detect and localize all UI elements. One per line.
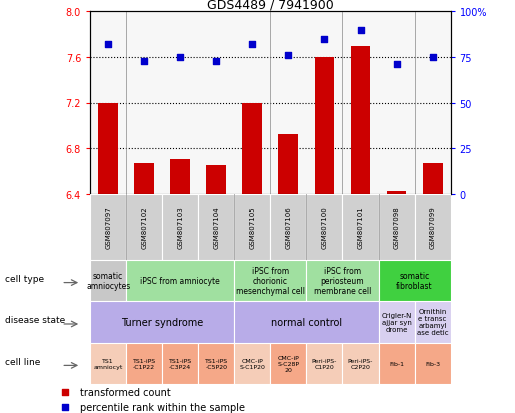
Text: Peri-iPS-
C2P20: Peri-iPS- C2P20 — [348, 358, 373, 369]
Bar — [126, 343, 162, 384]
Point — [104, 42, 112, 48]
Point — [176, 55, 184, 61]
Text: cell line: cell line — [5, 357, 40, 366]
Point — [428, 55, 437, 61]
Point — [248, 42, 256, 48]
Bar — [90, 343, 126, 384]
Point — [320, 36, 329, 43]
Text: TS1-iPS
-C3P24: TS1-iPS -C3P24 — [169, 358, 192, 369]
Bar — [315, 58, 334, 194]
Point — [392, 62, 401, 69]
Text: Ornithin
e transc
arbamyl
ase detic: Ornithin e transc arbamyl ase detic — [417, 309, 449, 336]
Bar — [234, 343, 270, 384]
Text: Peri-iPS-
C1P20: Peri-iPS- C1P20 — [312, 358, 337, 369]
Bar — [162, 194, 198, 260]
Bar — [234, 301, 379, 343]
Bar — [306, 194, 342, 260]
Bar — [415, 12, 451, 194]
Text: percentile rank within the sample: percentile rank within the sample — [80, 402, 245, 412]
Text: GSM807104: GSM807104 — [213, 206, 219, 248]
Title: GDS4489 / 7941900: GDS4489 / 7941900 — [207, 0, 334, 11]
Point — [284, 53, 293, 59]
Text: GSM807097: GSM807097 — [105, 206, 111, 249]
Bar — [387, 192, 406, 194]
Text: Turner syndrome: Turner syndrome — [121, 317, 203, 327]
Bar — [90, 260, 126, 301]
Text: iPSC from
chorionic
mesenchymal cell: iPSC from chorionic mesenchymal cell — [236, 266, 305, 296]
Bar — [306, 343, 342, 384]
Text: cell type: cell type — [5, 274, 44, 283]
Bar — [270, 343, 306, 384]
Bar — [306, 260, 379, 301]
Text: TS1-iPS
-C1P22: TS1-iPS -C1P22 — [133, 358, 156, 369]
Text: GSM807102: GSM807102 — [141, 206, 147, 248]
Text: transformed count: transformed count — [80, 387, 170, 397]
Bar — [198, 194, 234, 260]
Text: somatic
amniocytes: somatic amniocytes — [86, 271, 130, 290]
Text: GSM807098: GSM807098 — [393, 206, 400, 249]
Bar — [379, 12, 415, 194]
Point — [60, 404, 68, 410]
Text: CMC-iP
S-C28P
20: CMC-iP S-C28P 20 — [278, 355, 299, 372]
Bar — [351, 47, 370, 194]
Bar — [198, 343, 234, 384]
Point — [60, 389, 68, 396]
Text: somatic
fibroblast: somatic fibroblast — [396, 271, 433, 290]
Text: GSM807106: GSM807106 — [285, 206, 291, 249]
Bar — [415, 301, 451, 343]
Bar — [162, 343, 198, 384]
Bar — [126, 260, 234, 301]
Bar — [306, 12, 342, 194]
Bar — [243, 103, 262, 194]
Bar — [342, 194, 379, 260]
Point — [356, 27, 365, 34]
Text: iPSC from amniocyte: iPSC from amniocyte — [141, 276, 220, 285]
Text: normal control: normal control — [271, 317, 342, 327]
Bar — [415, 343, 451, 384]
Bar — [207, 166, 226, 194]
Point — [140, 58, 148, 65]
Text: iPSC from
periosteum
membrane cell: iPSC from periosteum membrane cell — [314, 266, 371, 296]
Text: CMC-iP
S-C1P20: CMC-iP S-C1P20 — [239, 358, 265, 369]
Bar — [379, 260, 451, 301]
Text: Fib-3: Fib-3 — [425, 361, 440, 366]
Text: Fib-1: Fib-1 — [389, 361, 404, 366]
Bar — [423, 164, 442, 194]
Bar — [170, 160, 190, 194]
Bar — [90, 194, 126, 260]
Bar — [270, 12, 306, 194]
Bar — [234, 260, 306, 301]
Bar — [379, 301, 415, 343]
Bar — [234, 194, 270, 260]
Text: GSM807101: GSM807101 — [357, 206, 364, 249]
Bar — [126, 194, 162, 260]
Bar — [415, 194, 451, 260]
Bar — [379, 343, 415, 384]
Bar — [234, 12, 270, 194]
Text: GSM807099: GSM807099 — [430, 206, 436, 249]
Text: Crigler-N
ajjar syn
drome: Crigler-N ajjar syn drome — [382, 312, 411, 332]
Bar — [90, 12, 126, 194]
Text: TS1
amniocyt: TS1 amniocyt — [93, 358, 123, 369]
Text: GSM807100: GSM807100 — [321, 206, 328, 249]
Bar — [342, 343, 379, 384]
Bar — [90, 301, 234, 343]
Bar — [134, 164, 154, 194]
Bar — [270, 194, 306, 260]
Bar — [98, 103, 118, 194]
Bar — [279, 135, 298, 194]
Text: GSM807105: GSM807105 — [249, 206, 255, 248]
Point — [212, 58, 220, 65]
Bar — [126, 12, 162, 194]
Text: disease state: disease state — [5, 316, 65, 325]
Bar — [198, 12, 234, 194]
Text: GSM807103: GSM807103 — [177, 206, 183, 249]
Bar — [379, 194, 415, 260]
Bar — [342, 12, 379, 194]
Bar — [162, 12, 198, 194]
Text: TS1-iPS
-C5P20: TS1-iPS -C5P20 — [205, 358, 228, 369]
